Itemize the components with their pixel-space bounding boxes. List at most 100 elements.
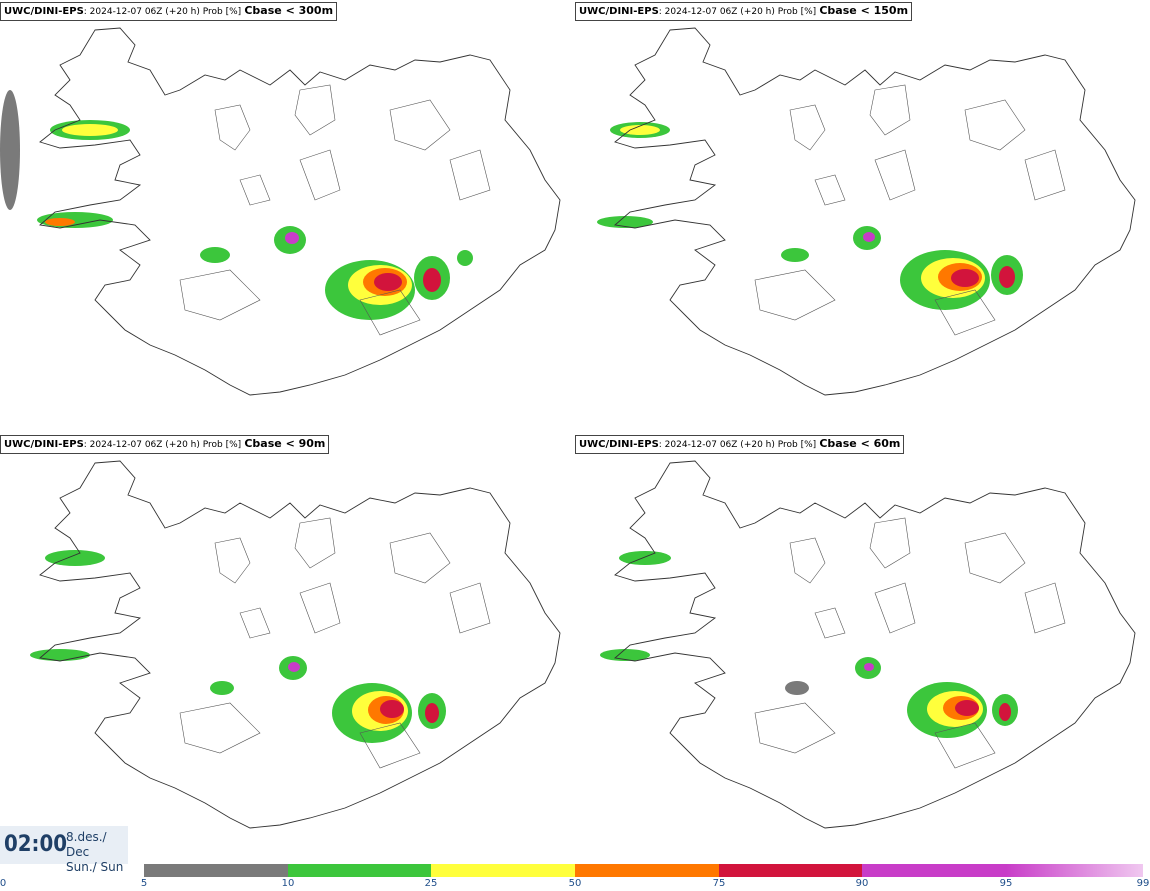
day-line: Sun./ Sun [66, 860, 124, 874]
model-source: UWC/DINI-EPS [4, 439, 84, 450]
panel-title: UWC/DINI-EPS: 2024-12-07 06Z (+20 h) Pro… [0, 2, 338, 21]
region-boundary [299, 582, 341, 634]
probability-area [0, 90, 20, 210]
region-boundary [294, 517, 336, 569]
region-boundary [389, 99, 451, 151]
valid-time: 02:00 [4, 832, 68, 857]
map-geometry [600, 460, 1136, 829]
probability-area [30, 649, 90, 661]
model-source: UWC/DINI-EPS [4, 6, 84, 17]
run-meta: : 2024-12-07 06Z (+20 h) Prob [%] [83, 7, 242, 17]
valid-time-box: 02:00 8.des./ Dec Sun./ Sun [0, 826, 128, 874]
probability-area [620, 125, 660, 135]
model-source: UWC/DINI-EPS [579, 6, 659, 17]
legend-tick-label: 90 [855, 878, 869, 889]
region-boundary [874, 582, 916, 634]
run-meta: : 2024-12-07 06Z (+20 h) Prob [%] [658, 440, 817, 450]
legend-tick-label: 99 [1136, 878, 1150, 889]
parameter-label: Cbase < 90m [244, 437, 326, 450]
probability-area [955, 700, 979, 716]
region-boundary [964, 532, 1026, 584]
region-boundary [389, 532, 451, 584]
legend-color-segment [719, 864, 862, 877]
probability-area [457, 250, 473, 266]
legend-tick-label: 5 [140, 878, 148, 889]
panel-title: UWC/DINI-EPS: 2024-12-07 06Z (+20 h) Pro… [575, 435, 905, 454]
probability-area [999, 266, 1015, 288]
panel-bottom-left: UWC/DINI-EPS: 2024-12-07 06Z (+20 h) Pro… [0, 433, 575, 863]
legend-color-segment [862, 864, 1006, 877]
region-boundary [869, 517, 911, 569]
region-boundary [964, 99, 1026, 151]
probability-area [200, 247, 230, 263]
probability-area [285, 232, 299, 244]
region-boundary [239, 174, 271, 206]
legend-tick-label: 10 [281, 878, 295, 889]
iceland-map [597, 27, 1136, 396]
legend-tick-label: 25 [424, 878, 438, 889]
run-meta: : 2024-12-07 06Z (+20 h) Prob [%] [658, 7, 817, 17]
coastline [38, 460, 561, 829]
model-source: UWC/DINI-EPS [579, 439, 659, 450]
iceland-map [600, 460, 1136, 829]
legend-color-segment [1006, 864, 1143, 877]
legend-color-segment [431, 864, 575, 877]
region-boundary [814, 607, 846, 639]
iceland-map [0, 27, 561, 396]
probability-area [288, 662, 300, 672]
coastline [613, 27, 1136, 396]
coastline [38, 27, 561, 396]
probability-area [863, 232, 875, 242]
region-boundary [299, 149, 341, 201]
valid-date: 8.des./ Dec Sun./ Sun [66, 830, 128, 875]
probability-area [423, 268, 441, 292]
region-boundary [789, 104, 826, 151]
legend-tick-label: 75 [712, 878, 726, 889]
legend-color-segment [144, 864, 288, 877]
region-boundary [179, 269, 261, 321]
legend-color-segment [288, 864, 431, 877]
legend-tick-label: 50 [568, 878, 582, 889]
region-boundary [1024, 582, 1066, 634]
probability-area [45, 550, 105, 566]
legend-tick-label: 95 [999, 878, 1013, 889]
iceland-map [30, 460, 561, 829]
probability-area [999, 703, 1011, 721]
region-boundary [214, 537, 251, 584]
probability-area [597, 216, 653, 228]
panel-bottom-right: UWC/DINI-EPS: 2024-12-07 06Z (+20 h) Pro… [575, 433, 1150, 863]
region-boundary [869, 84, 911, 136]
region-boundary [934, 289, 996, 336]
region-boundary [874, 149, 916, 201]
probability-area [45, 218, 75, 226]
parameter-label: Cbase < 60m [819, 437, 901, 450]
region-boundary [934, 722, 996, 769]
region-boundary [1024, 149, 1066, 201]
color-legend: 0 5 10 25 50 75 90 95 99 [0, 862, 1150, 891]
region-boundary [754, 702, 836, 754]
probability-area [210, 681, 234, 695]
parameter-label: Cbase < 150m [819, 4, 909, 17]
region-boundary [179, 702, 261, 754]
map-geometry [597, 27, 1136, 396]
region-boundary [359, 289, 421, 336]
probability-area [864, 663, 874, 671]
panel-title: UWC/DINI-EPS: 2024-12-07 06Z (+20 h) Pro… [575, 2, 913, 21]
probability-area [425, 703, 439, 723]
panel-title: UWC/DINI-EPS: 2024-12-07 06Z (+20 h) Pro… [0, 435, 330, 454]
probability-area [951, 269, 979, 287]
region-boundary [449, 149, 491, 201]
region-boundary [754, 269, 836, 321]
date-line: 8.des./ Dec [66, 830, 107, 859]
probability-area [785, 681, 809, 695]
region-boundary [239, 607, 271, 639]
legend-tick-label: 0 [0, 878, 7, 889]
probability-area [600, 649, 650, 661]
region-boundary [294, 84, 336, 136]
coastline [613, 460, 1136, 829]
region-boundary [789, 537, 826, 584]
region-boundary [214, 104, 251, 151]
region-boundary [814, 174, 846, 206]
map-geometry [0, 27, 561, 396]
map-geometry [30, 460, 561, 829]
